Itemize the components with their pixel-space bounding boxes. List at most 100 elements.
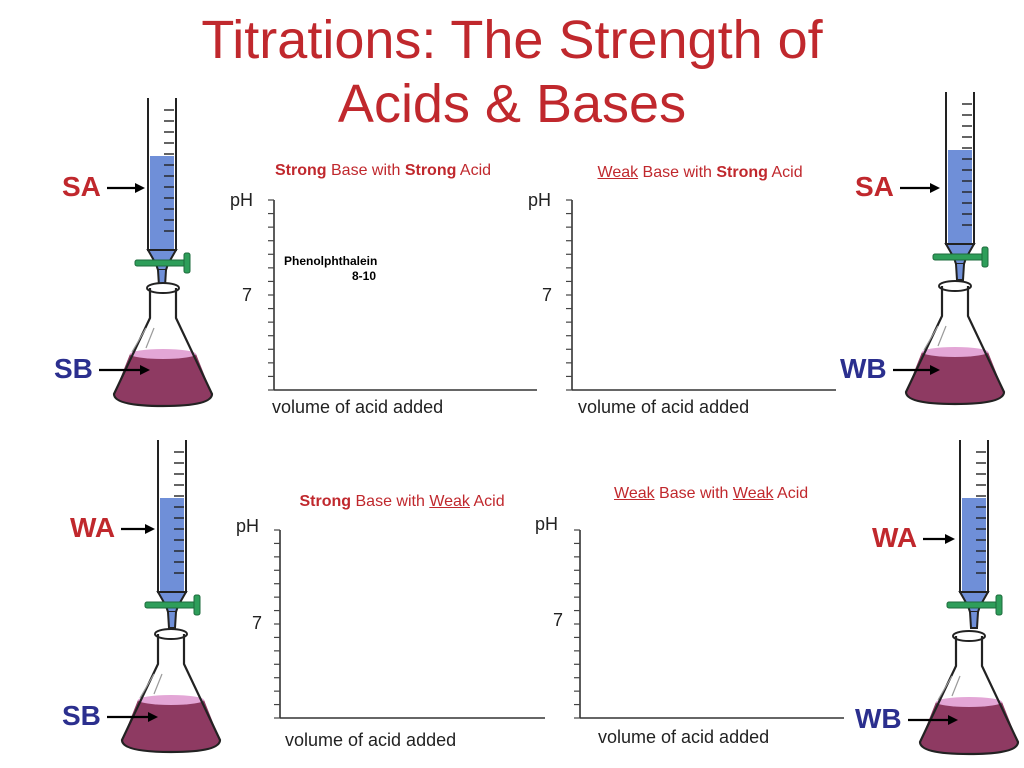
titration-apparatus — [908, 440, 1020, 756]
flask-liquid — [906, 352, 1004, 404]
flask-rim — [154, 628, 188, 640]
flask-liquid-surface — [936, 697, 1002, 707]
base-arrow-head — [140, 365, 150, 375]
caption-fragment: Weak — [732, 485, 774, 502]
caption-fragment: Strong — [299, 493, 352, 510]
acid-arrow-head — [135, 183, 145, 193]
acid-arrow-head — [945, 534, 955, 544]
flask-outline — [120, 634, 222, 754]
flask-liquid-surface — [138, 695, 204, 705]
base-label: SB — [62, 700, 101, 731]
x-axis-label: volume of acid added — [285, 730, 457, 750]
indicator-range: 8-10 — [352, 269, 377, 283]
stopcock-handle — [183, 252, 191, 274]
y-axis-label: pH — [236, 516, 260, 536]
stopcock-bar — [932, 253, 986, 261]
acid-label: WA — [70, 512, 116, 543]
flask-liquid-surface — [922, 347, 988, 357]
base-label: WB — [840, 353, 887, 384]
caption-fragment: Weak — [597, 164, 639, 181]
flask-highlight — [145, 327, 155, 349]
acid-label: WA — [872, 522, 918, 553]
y-tick-label: 7 — [553, 610, 564, 630]
y-tick-label: 7 — [242, 285, 253, 305]
graph-axes — [574, 529, 844, 719]
flask-highlight — [153, 673, 163, 695]
caption-fragment: Strong — [275, 162, 327, 179]
caption-fragment: Base with — [326, 162, 405, 179]
x-axis-label: volume of acid added — [272, 397, 444, 417]
flask-rim — [146, 282, 180, 294]
caption-fragment: Acid — [456, 162, 492, 179]
acid-label: SA — [62, 171, 101, 202]
y-tick-label: 7 — [252, 613, 263, 633]
indicator-note: Phenolphthalein 8-10 — [284, 254, 377, 284]
caption-fragment: Base with — [654, 485, 733, 502]
stopcock-bar — [144, 601, 198, 609]
y-axis-label: pH — [230, 190, 254, 210]
flask-liquid — [122, 700, 220, 752]
graph-caption: Weak Base with Strong Acid — [598, 164, 803, 182]
slide-title: Titrations: The Strength of Acids & Base… — [112, 8, 912, 136]
caption-fragment: Strong — [404, 162, 457, 179]
flask-rim — [952, 630, 986, 642]
base-arrow-head — [948, 715, 958, 725]
flask-outline — [918, 636, 1020, 756]
graph-axes — [268, 199, 537, 391]
flask-highlight — [937, 675, 953, 701]
graph-caption: Strong Base with Strong Acid — [275, 162, 491, 180]
flask-highlight — [131, 327, 147, 353]
acid-arrow-head — [930, 183, 940, 193]
acid-arrow-head — [145, 524, 155, 534]
caption-fragment: Acid — [773, 485, 809, 502]
graph-axes — [566, 199, 836, 391]
flask-highlight — [923, 325, 939, 351]
flask-outline — [904, 286, 1006, 406]
burette-liquid — [948, 150, 972, 244]
titration-apparatus — [893, 92, 1006, 406]
graph-caption: Weak Base with Weak Acid — [614, 485, 808, 503]
caption-fragment: Strong — [716, 164, 768, 181]
caption-fragment: Acid — [767, 164, 803, 181]
x-axis-label: volume of acid added — [578, 397, 750, 417]
flask-outline — [112, 288, 214, 408]
caption-fragment: Weak — [429, 493, 470, 510]
flask-liquid — [920, 702, 1018, 754]
stopcock-handle — [193, 594, 201, 616]
indicator-name: Phenolphthalein — [284, 254, 378, 268]
stopcock-bar — [946, 601, 1000, 609]
titration-apparatus — [107, 440, 222, 754]
flask-liquid-surface — [130, 349, 196, 359]
y-axis-label: pH — [535, 514, 559, 534]
caption-fragment: Base with — [351, 493, 430, 510]
flask-highlight — [937, 325, 947, 347]
base-arrow-head — [148, 712, 158, 722]
graph-caption: Strong Base with Weak Acid — [300, 493, 505, 511]
y-tick-label: 7 — [542, 285, 553, 305]
stopcock-bar — [134, 259, 188, 267]
caption-fragment: Base with — [638, 164, 717, 181]
title-line-2: Acids & Bases — [337, 74, 687, 134]
titration-apparatus — [99, 98, 214, 408]
flask-rim — [938, 280, 972, 292]
stopcock-handle — [981, 246, 989, 268]
y-axis-label: pH — [528, 190, 552, 210]
caption-fragment: Acid — [469, 493, 505, 510]
burette-liquid — [150, 156, 174, 250]
flask-highlight — [139, 673, 155, 699]
graph-axes — [274, 529, 545, 719]
burette-liquid — [962, 498, 986, 592]
base-arrow-head — [930, 365, 940, 375]
caption-fragment: Weak — [614, 485, 655, 502]
burette-liquid — [160, 498, 184, 592]
burette-tip — [969, 611, 979, 629]
burette-tip — [167, 611, 177, 629]
acid-label: SA — [855, 171, 894, 202]
burette-tip — [955, 263, 965, 281]
base-label: SB — [54, 353, 93, 384]
stopcock-handle — [995, 594, 1003, 616]
flask-highlight — [951, 675, 961, 697]
flask-liquid — [114, 354, 212, 406]
